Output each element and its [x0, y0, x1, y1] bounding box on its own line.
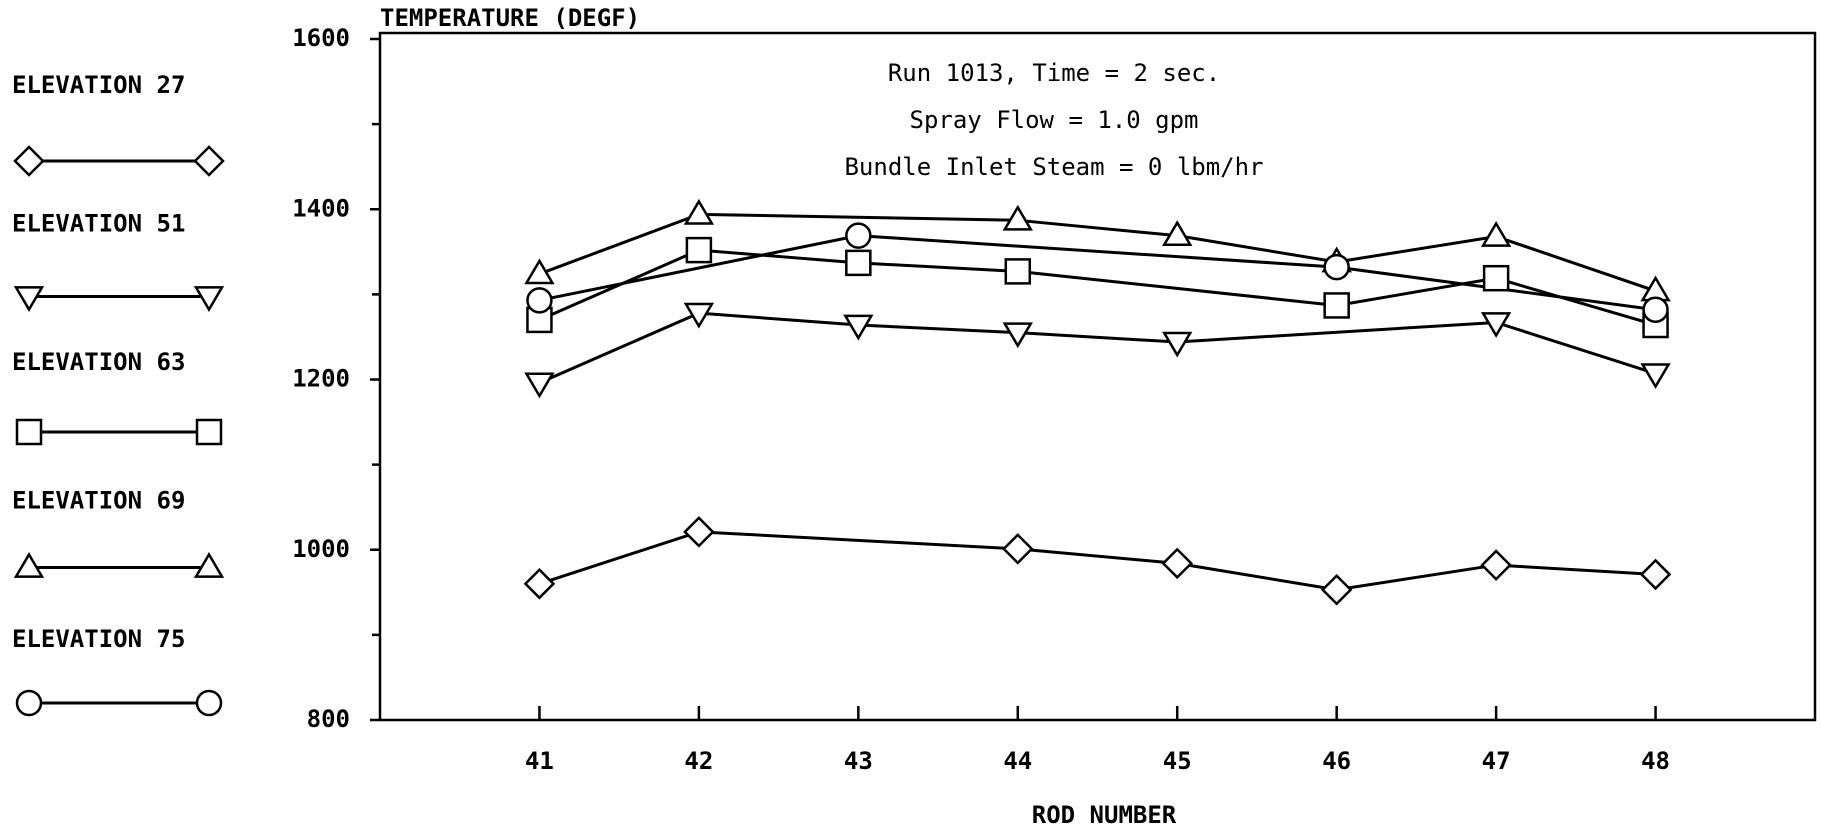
- marker: [1323, 253, 1350, 281]
- legend-marker: [15, 418, 43, 446]
- x-tick-label: 48: [1641, 747, 1670, 775]
- marker: [526, 287, 553, 314]
- annotation: Spray Flow = 1.0 gpm: [910, 106, 1199, 134]
- legend-marker: [193, 286, 225, 312]
- y-axis-title: TEMPERATURE (DEGF): [380, 4, 640, 32]
- marker: [1161, 547, 1193, 580]
- marker: [1002, 533, 1034, 565]
- x-axis-title: ROD NUMBER: [1032, 801, 1177, 829]
- y-tick-label: 1000: [292, 535, 350, 563]
- x-tick-label: 45: [1163, 747, 1192, 775]
- marker: [683, 302, 715, 329]
- marker: [1323, 292, 1350, 319]
- marker: [1162, 220, 1193, 246]
- legend-label: ELEVATION 51: [12, 210, 185, 238]
- marker: [685, 236, 713, 264]
- marker: [1640, 363, 1671, 390]
- marker: [1002, 204, 1033, 231]
- x-tick-label: 44: [1003, 747, 1032, 775]
- marker: [683, 198, 715, 225]
- marker: [1642, 296, 1669, 323]
- x-tick-label: 42: [684, 747, 713, 775]
- x-tick-label: 43: [844, 747, 873, 775]
- marker: [1480, 312, 1512, 338]
- marker: [1004, 258, 1032, 285]
- legend-marker: [195, 418, 223, 446]
- annotation: Bundle Inlet Steam = 0 lbm/hr: [844, 153, 1263, 181]
- legend-marker: [13, 145, 45, 177]
- legend-marker: [195, 689, 223, 717]
- marker: [1002, 322, 1033, 349]
- marker: [1480, 549, 1512, 581]
- y-tick-label: 800: [307, 705, 350, 733]
- legend-label: ELEVATION 69: [12, 487, 185, 515]
- legend-marker: [13, 286, 45, 312]
- y-tick-label: 1200: [292, 365, 350, 393]
- y-tick-label: 1400: [292, 194, 350, 222]
- legend-label: ELEVATION 75: [12, 625, 185, 653]
- x-tick-label: 47: [1482, 747, 1511, 775]
- marker: [1482, 264, 1510, 292]
- marker: [524, 258, 555, 285]
- marker: [843, 314, 874, 341]
- marker: [1480, 221, 1512, 247]
- plot-frame: [378, 31, 1817, 722]
- marker: [683, 516, 715, 548]
- x-tick-label: 41: [525, 747, 554, 775]
- annotation: Run 1013, Time = 2 sec.: [888, 59, 1220, 87]
- y-tick-label: 1600: [292, 24, 350, 52]
- marker: [1162, 331, 1193, 358]
- marker: [845, 222, 872, 249]
- marker: [524, 372, 555, 399]
- marker: [1639, 558, 1672, 591]
- legend-marker: [193, 145, 225, 177]
- legend-label: ELEVATION 63: [12, 348, 185, 376]
- legend-marker: [13, 552, 45, 578]
- legend-label: ELEVATION 27: [12, 71, 185, 99]
- marker: [523, 568, 556, 600]
- legend-marker: [15, 689, 43, 717]
- legend-marker: [193, 552, 225, 578]
- marker: [1320, 573, 1353, 606]
- x-tick-label: 46: [1322, 747, 1351, 775]
- marker: [845, 249, 872, 277]
